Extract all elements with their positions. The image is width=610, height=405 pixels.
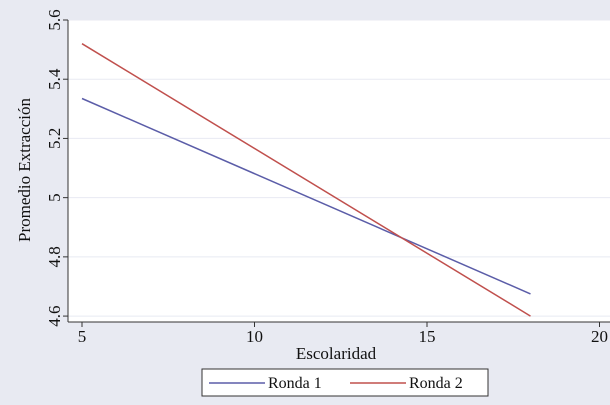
y-tick-label: 5.2 <box>45 128 64 149</box>
x-tick-label: 5 <box>78 327 87 346</box>
x-tick-label: 10 <box>246 327 263 346</box>
x-ticks: 5 10 15 20 <box>78 322 608 346</box>
y-tick-label: 4.6 <box>45 305 64 326</box>
legend-label-ronda-1: Ronda 1 <box>268 375 322 392</box>
x-tick-label: 15 <box>419 327 436 346</box>
series-line-ronda-2 <box>81 43 531 317</box>
legend-label-ronda-2: Ronda 2 <box>409 375 463 392</box>
plot-area <box>68 20 610 322</box>
x-axis-label: Escolaridad <box>296 344 377 363</box>
y-tick-label: 5.6 <box>45 9 64 30</box>
y-tick-label: 5.4 <box>45 68 64 90</box>
y-axis-label: Promedio Extracción <box>15 98 34 242</box>
series <box>81 43 531 317</box>
x-tick-label: 20 <box>591 327 608 346</box>
y-tick-label: 5 <box>45 193 64 202</box>
y-tick-label: 4.8 <box>45 246 64 267</box>
grid <box>68 19 610 317</box>
axes <box>67 20 610 323</box>
series-line-ronda-1 <box>81 97 531 295</box>
legend: Ronda 1 Ronda 2 <box>201 368 489 397</box>
y-ticks: 4.6 4.8 5 5.2 5.4 5.6 <box>45 9 68 327</box>
